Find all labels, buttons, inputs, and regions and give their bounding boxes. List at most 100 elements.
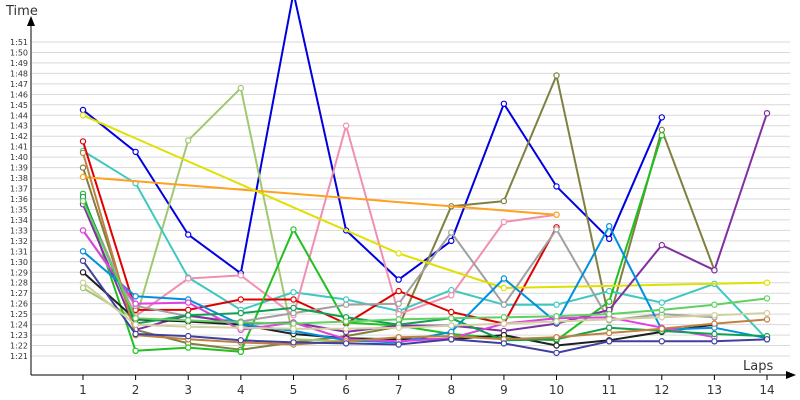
data-point (237, 296, 244, 303)
data-point (290, 339, 297, 346)
data-point (79, 257, 87, 264)
data-point (395, 250, 402, 257)
y-tick-label: 1:27 (10, 289, 28, 298)
data-point (395, 287, 402, 295)
data-point (606, 235, 613, 242)
y-tick-label: 1:21 (10, 352, 28, 361)
x-tick-label: 14 (759, 383, 774, 397)
y-tick-label: 1:42 (10, 132, 28, 141)
data-point (395, 334, 402, 341)
data-point (290, 309, 297, 317)
data-point (132, 293, 139, 300)
data-point (395, 300, 402, 307)
data-point (132, 300, 139, 307)
data-point (342, 296, 350, 303)
y-tick-label: 1:39 (10, 164, 28, 173)
x-tick-label: 9 (500, 383, 508, 397)
data-point (763, 109, 771, 117)
x-tick-label: 8 (447, 383, 455, 397)
series-line (82, 0, 663, 281)
series-line (82, 134, 663, 353)
data-point (763, 309, 771, 317)
y-tick-label: 1:23 (10, 331, 28, 340)
data-point (448, 229, 455, 236)
y-tick-label: 1:31 (10, 247, 28, 256)
data-point (763, 295, 771, 302)
data-point (79, 248, 87, 255)
data-point (237, 309, 244, 317)
axes: Time Laps (5, 4, 796, 379)
data-point (79, 227, 87, 234)
data-point (184, 312, 192, 319)
data-point (342, 325, 350, 332)
data-point (184, 323, 192, 330)
data-point (290, 289, 297, 296)
x-tick-label: 6 (342, 383, 350, 397)
data-point (500, 301, 508, 308)
data-point (184, 306, 192, 314)
data-point (184, 275, 192, 282)
data-point (132, 148, 139, 156)
y-tick-label: 1:24 (10, 321, 28, 330)
data-point (711, 320, 718, 327)
y-tick-label: 1:41 (10, 143, 28, 152)
data-point (606, 329, 613, 337)
data-point (395, 276, 402, 283)
series-7 (79, 173, 560, 218)
y-tick-labels: 1:211:22 1:231:24 1:251:26 1:271:28 1:291:30… (10, 38, 28, 361)
data-point (553, 318, 560, 325)
x-tick-label: 11 (602, 383, 617, 397)
data-point (342, 340, 350, 347)
x-tick-label: 1 (79, 383, 87, 397)
series-line (82, 112, 768, 333)
y-tick-label: 1:25 (10, 310, 28, 319)
y-tick-label: 1:50 (10, 48, 28, 57)
data-point (500, 218, 508, 226)
x-axis-label: Laps (743, 359, 773, 374)
series-line (82, 152, 768, 346)
data-point (79, 164, 87, 171)
y-tick-label: 1:40 (10, 153, 28, 162)
data-point (658, 126, 666, 134)
data-point (553, 211, 560, 218)
data-point (711, 267, 718, 274)
data-point (448, 308, 455, 316)
data-point (711, 338, 718, 345)
data-point (184, 317, 192, 324)
data-point (79, 279, 87, 286)
data-point (553, 183, 560, 190)
series-10 (79, 112, 771, 292)
data-point (132, 315, 139, 322)
y-tick-label: 1:47 (10, 80, 28, 89)
y-tick-label: 1:29 (10, 268, 28, 277)
data-point (606, 310, 613, 318)
data-point (763, 316, 771, 323)
data-point (711, 330, 718, 338)
series-18 (79, 257, 771, 357)
series-4 (79, 147, 771, 343)
y-tick-label: 1:32 (10, 237, 28, 246)
series-line (82, 200, 768, 325)
series-19 (79, 197, 771, 327)
data-point (290, 296, 297, 303)
data-point (763, 336, 771, 343)
data-point (184, 137, 192, 144)
series-lines (79, 0, 771, 357)
data-point (448, 292, 455, 299)
data-point (237, 84, 244, 92)
data-point (395, 310, 402, 318)
series-line (82, 260, 768, 354)
y-tick-label: 1:33 (10, 226, 28, 235)
data-point (342, 318, 350, 325)
y-tick-label: 1:28 (10, 279, 28, 288)
x-tick-labels: 1 2 3 4 5 6 7 8 9 10 11 12 13 14 (79, 375, 775, 397)
data-point (184, 332, 192, 340)
y-tick-label: 1:49 (10, 59, 28, 68)
data-point (79, 149, 87, 157)
x-tick-label: 4 (237, 383, 245, 397)
data-point (500, 284, 508, 292)
series-line (82, 228, 715, 323)
data-point (763, 279, 771, 286)
data-point (711, 312, 718, 319)
